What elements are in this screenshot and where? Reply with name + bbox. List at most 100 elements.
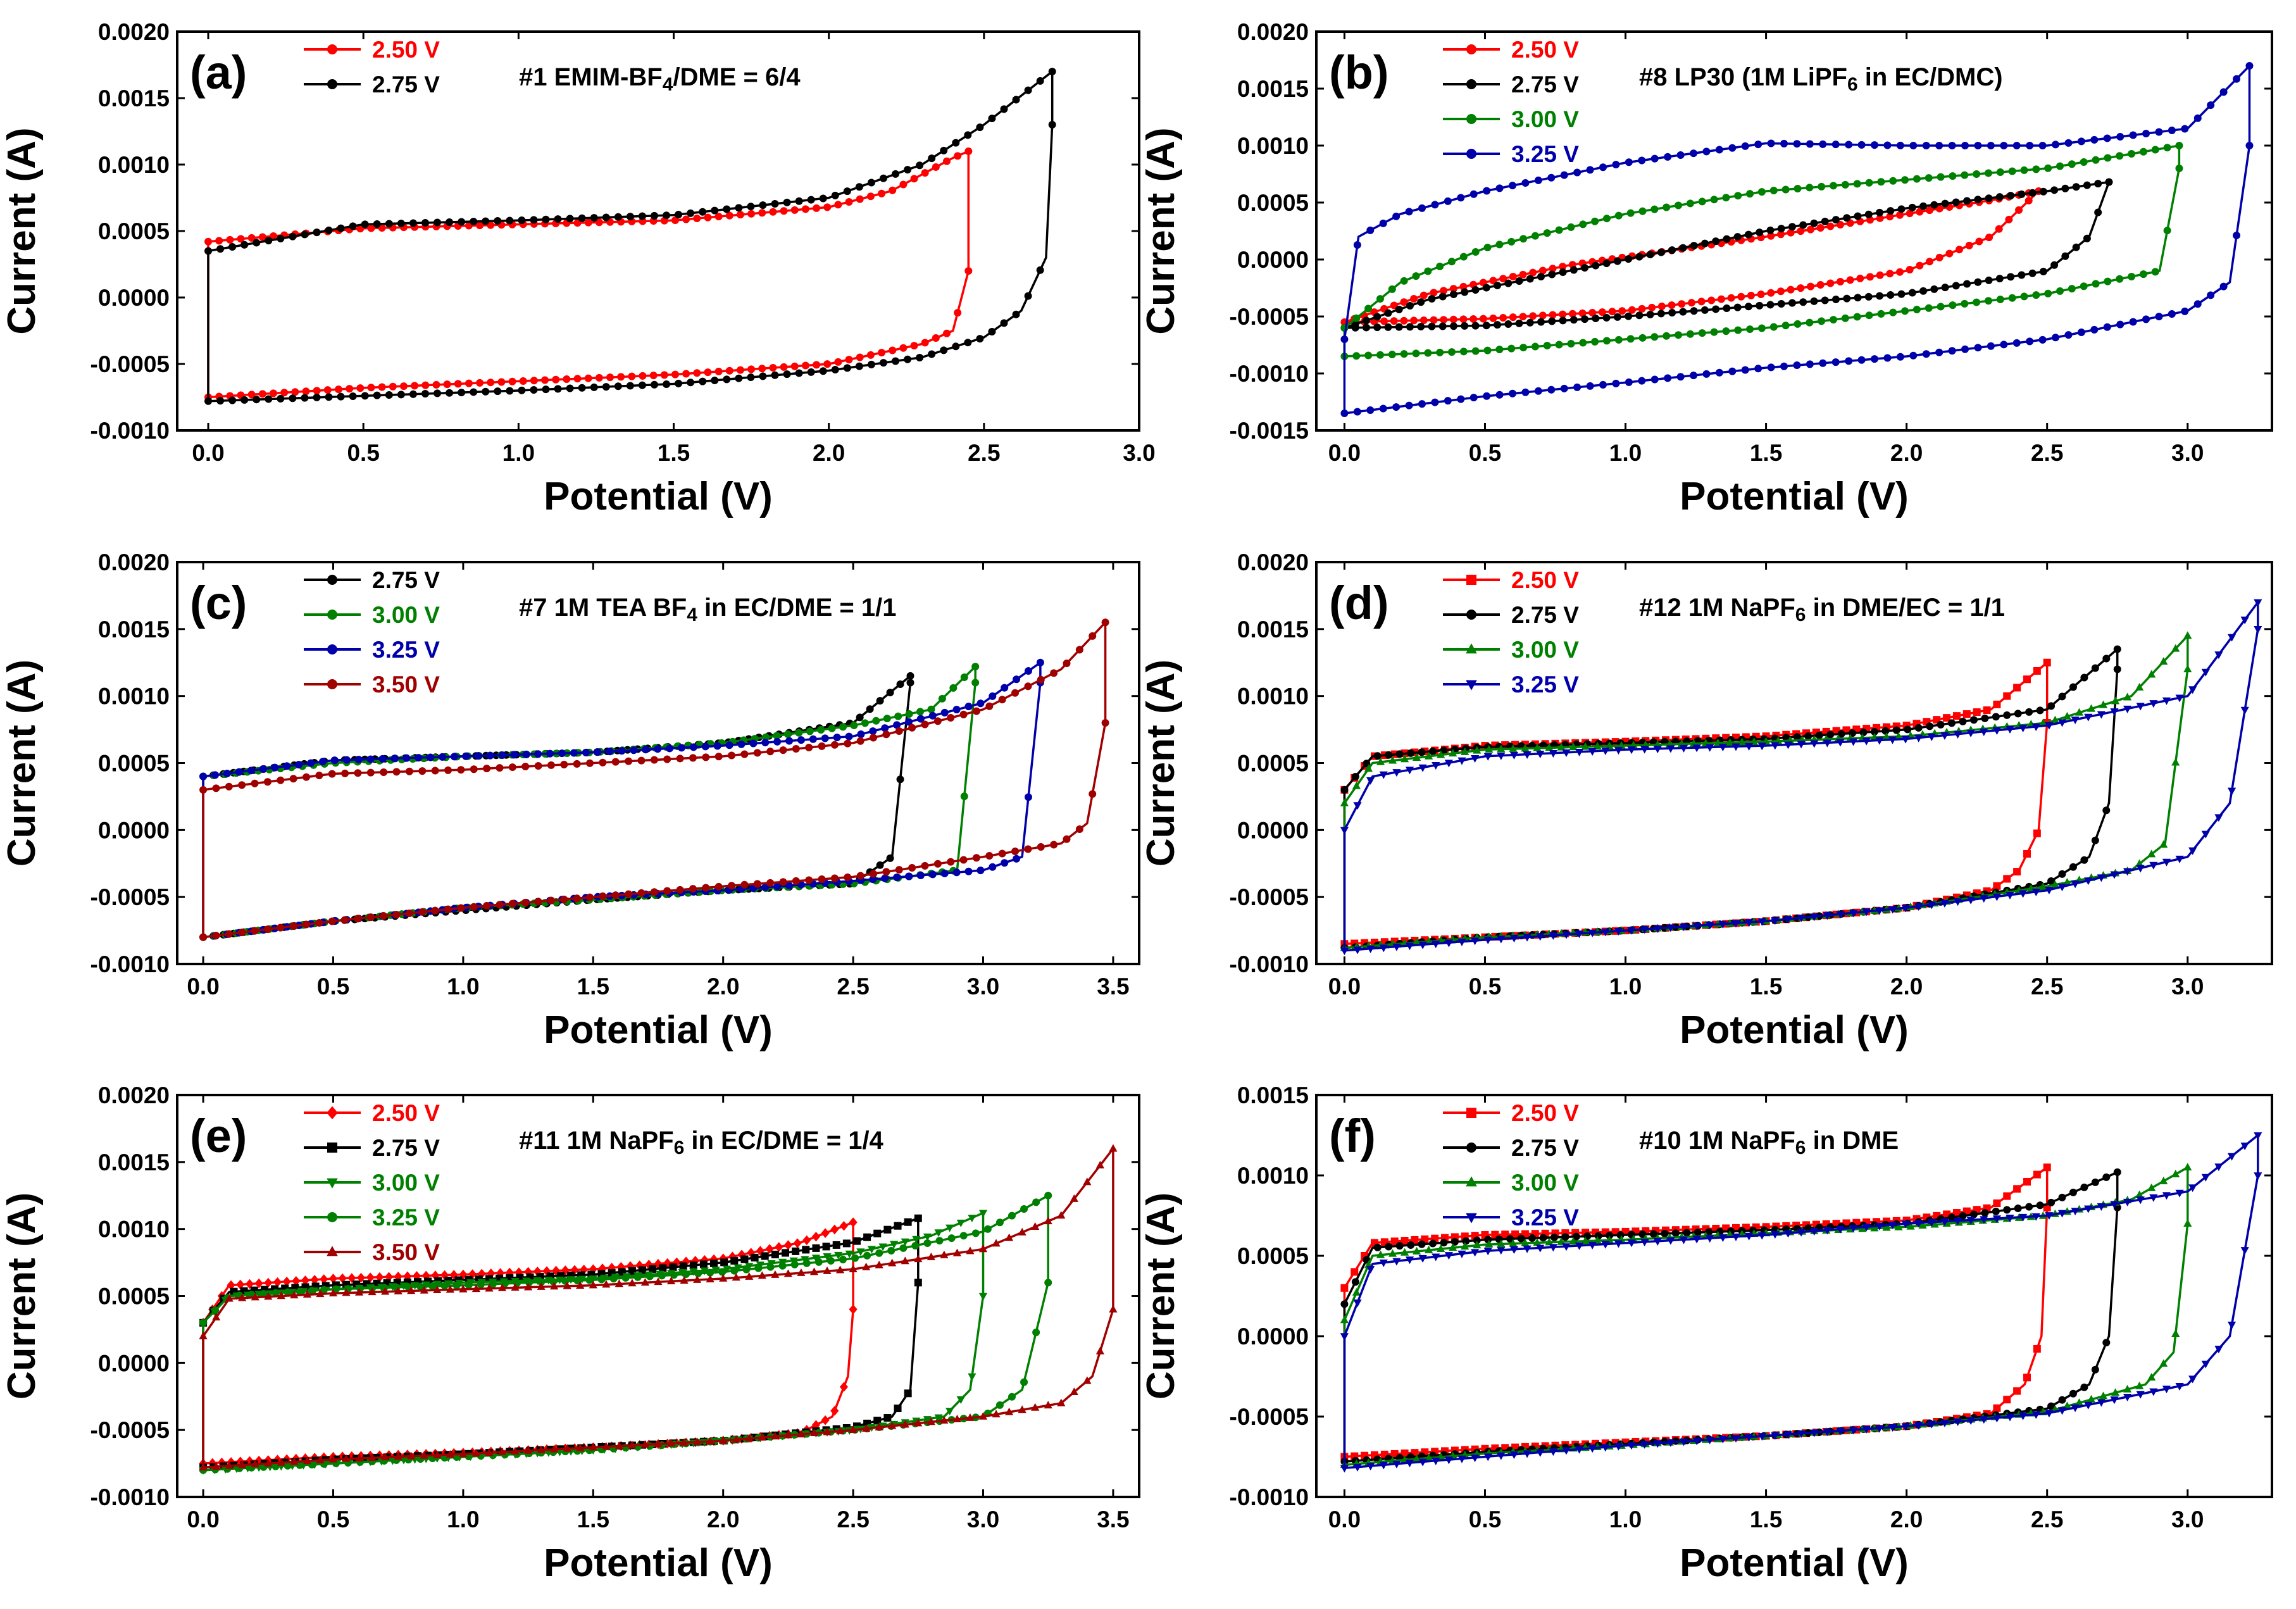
- data-point: [476, 222, 484, 230]
- data-point: [226, 235, 234, 244]
- data-point: [1731, 1233, 1740, 1241]
- data-point: [2254, 599, 2262, 607]
- data-point: [1405, 767, 1414, 775]
- data-point: [1799, 298, 1807, 306]
- data-point: [1438, 322, 1447, 330]
- data-point: [1849, 1225, 1858, 1233]
- y-tick-label: 0.0005: [98, 218, 170, 244]
- data-point: [669, 1263, 677, 1271]
- data-point: [1649, 1230, 1657, 1238]
- legend-marker: [327, 644, 337, 654]
- data-point: [1376, 1250, 1385, 1258]
- data-point: [1057, 1211, 1066, 1219]
- data-point: [378, 383, 386, 391]
- data-point: [1668, 309, 1676, 317]
- data-point: [347, 1451, 356, 1462]
- legend-marker: [1466, 1213, 1477, 1224]
- data-point: [1618, 307, 1626, 315]
- data-point: [471, 1284, 481, 1293]
- y-axis-title: Current (A): [1139, 660, 1183, 867]
- data-point: [2052, 334, 2060, 342]
- data-point: [1793, 733, 1801, 741]
- data-point: [1650, 375, 1659, 384]
- data-point: [1829, 182, 1837, 190]
- legend-label: 2.50 V: [372, 37, 440, 63]
- data-point: [289, 775, 297, 783]
- data-point: [1966, 729, 1975, 737]
- y-tick-label: 0.0005: [98, 1284, 170, 1310]
- data-point: [1508, 389, 1516, 398]
- data-point: [1579, 220, 1587, 229]
- data-point: [1666, 1237, 1675, 1245]
- y-tick-label: 0.0010: [98, 1217, 170, 1243]
- data-point: [1826, 222, 1835, 230]
- ticks: 0.0 0.5 1.0 1.5 2.0 2.5 3.0-0.0010-0.00050.000…: [1230, 549, 2272, 999]
- data-point: [769, 364, 777, 372]
- data-point: [1987, 342, 1995, 350]
- data-point: [949, 684, 958, 692]
- data-point: [1992, 893, 2001, 901]
- data-point: [899, 180, 908, 189]
- data-point: [2128, 272, 2136, 280]
- data-point: [1767, 289, 1775, 297]
- data-point: [2064, 139, 2073, 147]
- data-point: [694, 1269, 702, 1277]
- data-point: [216, 397, 225, 405]
- data-point: [1666, 1439, 1675, 1448]
- data-point: [296, 1287, 304, 1296]
- data-point: [952, 868, 961, 877]
- data-point: [1949, 172, 1957, 180]
- data-point: [1886, 213, 1894, 221]
- data-point: [2000, 341, 2008, 349]
- data-point: [1870, 1224, 1879, 1232]
- data-point: [1640, 1239, 1649, 1247]
- data-point: [1471, 286, 1480, 294]
- data-point: [1471, 937, 1480, 946]
- data-point: [1706, 922, 1714, 930]
- data-point: [1449, 1243, 1457, 1251]
- data-point: [1473, 1241, 1482, 1249]
- data-point: [802, 1235, 811, 1246]
- data-point: [595, 218, 603, 227]
- data-point: [802, 1246, 810, 1254]
- data-point: [2039, 187, 2047, 196]
- data-point: [928, 154, 936, 163]
- data-point: [1676, 151, 1685, 160]
- data-point: [1650, 205, 1659, 213]
- data-point: [1864, 292, 1873, 301]
- data-point: [830, 1406, 839, 1416]
- data-point: [1961, 299, 1969, 308]
- data-point: [1715, 146, 1723, 154]
- data-point: [1969, 1210, 1978, 1218]
- y-tick-label: -0.0015: [1230, 418, 1309, 444]
- data-point: [1412, 349, 1420, 358]
- data-point: [1471, 322, 1480, 330]
- data-point: [258, 233, 266, 241]
- data-point: [1413, 1246, 1421, 1255]
- data-point: [932, 163, 940, 171]
- y-tick-label: -0.0005: [90, 1417, 170, 1443]
- data-point: [1648, 303, 1656, 311]
- data-point: [2039, 267, 2047, 275]
- data-point: [392, 910, 401, 918]
- data-point: [1935, 204, 1943, 213]
- data-point: [421, 218, 429, 227]
- data-point: [940, 869, 949, 877]
- data-point: [1718, 921, 1727, 929]
- data-point: [584, 218, 592, 227]
- data-point: [823, 1427, 832, 1436]
- data-point: [1601, 1444, 1610, 1452]
- data-point: [1810, 1429, 1819, 1437]
- data-point: [1531, 342, 1539, 351]
- data-point: [882, 730, 890, 739]
- data-point: [934, 1229, 943, 1237]
- data-point: [1771, 1231, 1780, 1239]
- data-point: [1876, 208, 1884, 216]
- data-point: [1008, 1211, 1016, 1220]
- data-point: [914, 1418, 923, 1427]
- data-point: [976, 335, 984, 343]
- data-point: [1717, 295, 1725, 303]
- data-point: [289, 922, 297, 930]
- data-point: [1340, 410, 1349, 417]
- x-tick-label: 1.5: [1750, 440, 1782, 466]
